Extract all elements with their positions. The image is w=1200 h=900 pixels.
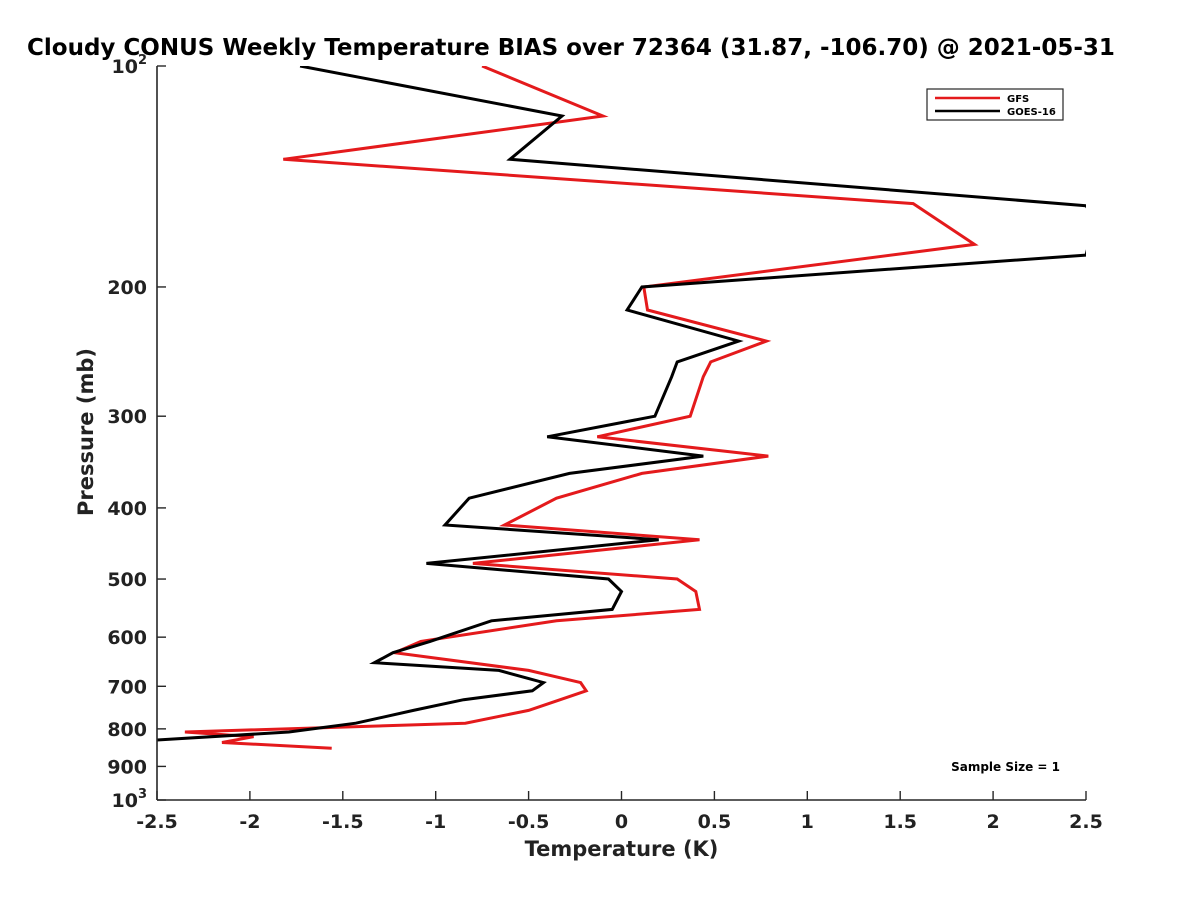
x-tick-label: -2.5 bbox=[136, 811, 178, 833]
y-tick-label: 600 bbox=[107, 627, 147, 649]
x-tick-label: -2 bbox=[239, 811, 260, 833]
y-axis-ticks: 102 200 300 400 500 600 700 800 900 103 bbox=[107, 53, 166, 812]
y-tick-label: 700 bbox=[107, 676, 147, 698]
y-tick-label: 800 bbox=[107, 719, 147, 741]
legend: GFS GOES-16 bbox=[926, 88, 1064, 121]
chart-title: Cloudy CONUS Weekly Temperature BIAS ove… bbox=[27, 35, 1115, 61]
x-tick-label: -1.5 bbox=[322, 811, 364, 833]
y-tick-label: 500 bbox=[107, 569, 147, 591]
x-tick-label: -1 bbox=[425, 811, 446, 833]
y-tick-label: 200 bbox=[107, 277, 147, 299]
y-tick-label: 102 bbox=[112, 53, 148, 78]
y-tick-label: 300 bbox=[107, 406, 147, 428]
legend-label: GOES-16 bbox=[1007, 107, 1056, 118]
y-tick-label: 103 bbox=[112, 787, 148, 812]
plot-background bbox=[157, 66, 1086, 800]
plot-area bbox=[157, 66, 1086, 800]
x-tick-label: 1 bbox=[801, 811, 814, 833]
x-tick-label: 0.5 bbox=[698, 811, 732, 833]
legend-label: GFS bbox=[1007, 94, 1029, 105]
x-tick-label: 0 bbox=[615, 811, 628, 833]
x-tick-label: -0.5 bbox=[508, 811, 550, 833]
x-tick-label: 2.5 bbox=[1069, 811, 1103, 833]
series-layer bbox=[157, 66, 1086, 750]
x-axis-label: Temperature (K) bbox=[525, 837, 719, 861]
x-tick-label: 1.5 bbox=[883, 811, 917, 833]
sample-size-annotation: Sample Size = 1 bbox=[951, 760, 1060, 774]
x-tick-label: 2 bbox=[986, 811, 999, 833]
series-line-gfs bbox=[184, 66, 979, 750]
y-axis-label: Pressure (mb) bbox=[74, 348, 98, 516]
x-axis-ticks: -2.5 -2 -1.5 -1 -0.5 0 0.5 1 1.5 2 2.5 bbox=[136, 791, 1103, 833]
y-tick-label: 900 bbox=[107, 756, 147, 778]
legend-box bbox=[926, 88, 1064, 121]
series-line-goes-16 bbox=[157, 66, 1086, 742]
y-tick-label: 400 bbox=[107, 498, 147, 520]
